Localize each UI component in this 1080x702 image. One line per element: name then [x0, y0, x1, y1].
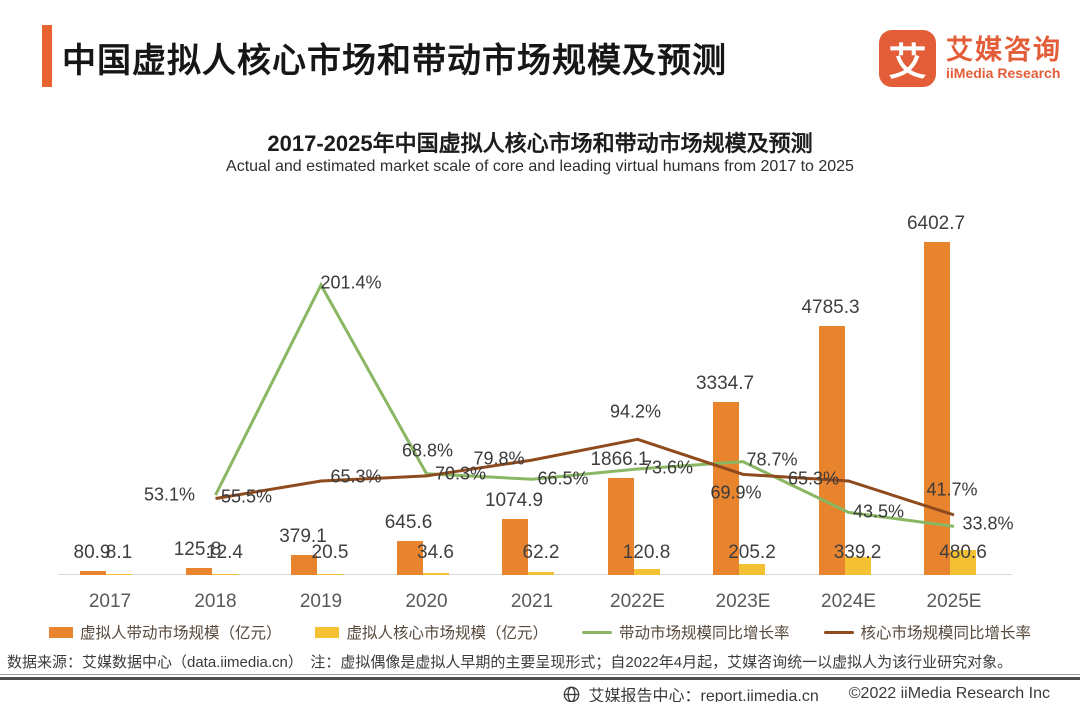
title-accent-bar — [42, 25, 52, 87]
x-axis-label: 2025E — [926, 591, 982, 612]
bar-value-label-driven: 3334.7 — [695, 372, 755, 394]
x-axis-label: 2023E — [715, 591, 771, 612]
legend-item-driven-growth: 带动市场规模同比增长率 — [582, 621, 790, 643]
bar-value-label-driven: 4785.3 — [801, 297, 860, 319]
bar-core-market — [422, 573, 449, 575]
legend-swatch-brown-line-icon — [823, 630, 854, 634]
iimedia-logo-icon: 艾 — [879, 30, 936, 87]
chart-subtitle: Actual and estimated market scale of cor… — [226, 158, 854, 175]
bar-value-label-driven: 1074.9 — [484, 490, 544, 512]
growth-label-driven: 70.3% — [434, 463, 487, 484]
x-axis-label: 2018 — [194, 591, 237, 612]
growth-label-core: 79.8% — [473, 448, 525, 469]
growth-label-core: 69.9% — [710, 482, 762, 503]
iimedia-logo: 艾 艾媒咨询 iiMedia Research — [879, 30, 1062, 87]
legend-label-driven-growth: 带动市场规模同比增长率 — [619, 625, 790, 642]
growth-label-core: 65.3% — [330, 466, 382, 487]
footer-credit: 艾媒报告中心：report.iimedia.cn ©2022 iiMedia R… — [563, 682, 1050, 702]
logo-name-en: iiMedia Research — [946, 65, 1061, 82]
bar-driven-market — [924, 242, 950, 575]
bar-value-label-core: 12.4 — [206, 542, 243, 563]
bar-value-label-core: 62.2 — [522, 542, 560, 563]
bar-value-label-driven: 125.8 — [173, 539, 222, 561]
bar-core-market — [106, 573, 132, 575]
legend-label-core-market: 虚拟人核心市场规模（亿元） — [346, 625, 548, 642]
growth-label-driven: 201.4% — [320, 272, 382, 293]
bar-value-label-core: 120.8 — [622, 542, 671, 563]
bar-driven-market — [396, 541, 423, 575]
bar-core-market — [739, 564, 765, 575]
x-axis-label: 2022E — [610, 591, 665, 612]
growth-label-core: 68.8% — [401, 440, 454, 461]
legend-item-driven-market: 虚拟人带动市场规模（亿元） — [48, 621, 282, 643]
x-axis-label: 2019 — [299, 591, 343, 612]
bar-driven-market — [502, 519, 528, 575]
bar-driven-market — [185, 568, 212, 575]
bar-value-label-core: 205.2 — [728, 542, 776, 563]
growth-label-core: 53.1% — [143, 484, 196, 505]
bar-value-label-core: 480.6 — [939, 542, 987, 563]
legend-swatch-yellow-bar-icon — [315, 626, 340, 638]
bar-value-label-driven: 1866.1 — [590, 448, 649, 470]
globe-icon — [563, 686, 580, 702]
bar-driven-market — [291, 555, 317, 575]
growth-label-driven: 78.7% — [746, 449, 798, 470]
bar-value-label-driven: 645.6 — [384, 512, 433, 534]
growth-label-driven: 55.5% — [220, 486, 273, 507]
bar-driven-market — [80, 570, 106, 575]
chart-legend: 虚拟人带动市场规模（亿元） 虚拟人核心市场规模（亿元） 带动市场规模同比增长率 … — [0, 621, 1080, 643]
bar-core-market — [950, 550, 976, 575]
growth-label-core: 41.7% — [926, 479, 978, 500]
growth-label-driven: 66.5% — [537, 468, 589, 489]
growth-label-driven: 73.6% — [641, 457, 694, 478]
bar-value-label-driven: 6402.7 — [906, 213, 966, 235]
bar-core-market — [317, 573, 343, 575]
legend-label-core-growth: 核心市场规模同比增长率 — [860, 625, 1032, 642]
bar-value-label-core: 339.2 — [833, 542, 882, 563]
footer-rule-thick — [0, 677, 1080, 680]
bar-value-label-driven: 80.9 — [73, 541, 111, 563]
legend-swatch-orange-bar-icon — [48, 626, 73, 638]
logo-name-cn: 艾媒咨询 — [946, 34, 1062, 65]
iimedia-logo-text: 艾媒咨询 iiMedia Research — [946, 34, 1062, 82]
bar-core-market — [528, 571, 554, 575]
bar-value-label-driven: 379.1 — [279, 526, 327, 548]
bar-core-market — [844, 557, 871, 575]
x-axis-label: 2021 — [510, 591, 554, 612]
credit-site: 艾媒报告中心：report.iimedia.cn — [588, 688, 819, 702]
legend-item-core-growth: 核心市场规模同比增长率 — [823, 621, 1032, 643]
data-source-note: 数据来源：艾媒数据中心（data.iimedia.cn） 注：虚拟偶像是虚拟人早… — [7, 654, 1013, 671]
x-axis-label: 2024E — [821, 591, 876, 612]
bar-value-label-core: 20.5 — [311, 542, 349, 563]
bar-core-market — [211, 573, 238, 575]
x-axis-label: 2020 — [405, 591, 448, 612]
footer-rule-thin — [0, 674, 1080, 675]
x-axis-label: 2017 — [88, 591, 132, 612]
growth-label-driven: 43.5% — [852, 501, 905, 522]
growth-label-core: 94.2% — [609, 401, 662, 422]
bar-value-label-core: 8.1 — [105, 542, 133, 563]
bar-value-label-core: 34.6 — [417, 542, 454, 563]
chart-title: 2017-2025年中国虚拟人核心市场和带动市场规模及预测 — [267, 131, 813, 156]
legend-swatch-green-line-icon — [582, 630, 612, 634]
growth-label-core: 65.3% — [787, 468, 840, 489]
page-title: 中国虚拟人核心市场和带动市场规模及预测 — [62, 42, 727, 80]
legend-item-core-market: 虚拟人核心市场规模（亿元） — [315, 621, 548, 643]
credit-copyright: ©2022 iiMedia Research Inc — [848, 685, 1050, 702]
growth-label-driven: 33.8% — [962, 513, 1014, 534]
legend-label-driven-market: 虚拟人带动市场规模（亿元） — [79, 625, 282, 642]
bar-driven-market — [818, 326, 845, 575]
bar-core-market — [633, 568, 660, 575]
